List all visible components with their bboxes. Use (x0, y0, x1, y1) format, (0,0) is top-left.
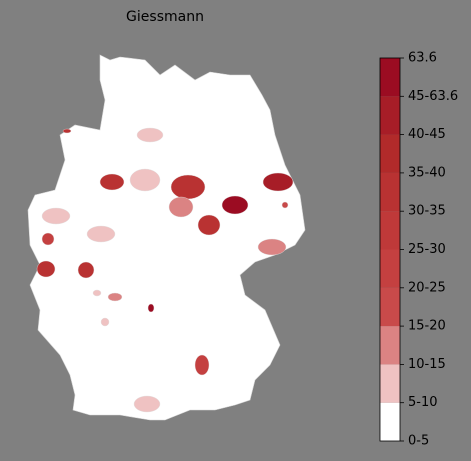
region (262, 172, 294, 192)
region (62, 128, 72, 134)
region (41, 232, 55, 246)
region (168, 196, 194, 218)
region (41, 207, 71, 225)
colorbar-tick-label: 5-10 (408, 395, 438, 410)
regions (36, 127, 294, 413)
colorbar-segment (380, 326, 400, 365)
colorbar-tick-label: 63.6 (408, 51, 437, 66)
colorbar-segment (380, 364, 400, 403)
region (281, 201, 289, 209)
colorbar-tick-label: 45-63.6 (408, 89, 458, 104)
region (170, 174, 206, 200)
region (99, 173, 125, 191)
region (77, 261, 95, 279)
colorbar-tick-label: 25-30 (408, 242, 446, 257)
region (221, 195, 249, 215)
colorbar-segment (380, 287, 400, 327)
colorbar-segment (380, 402, 400, 441)
region (136, 127, 164, 143)
colorbar-segment (380, 96, 400, 135)
region (107, 292, 123, 302)
region (133, 395, 161, 413)
region (147, 303, 155, 313)
region (100, 317, 110, 327)
colorbar-tick-label: 40-45 (408, 127, 446, 142)
colorbar-segment (380, 249, 400, 288)
region (257, 238, 287, 256)
region (129, 168, 161, 192)
colorbar: 0-5 5-10 10-15 15-20 20-25 25-30 30-35 35-40 40-… (379, 51, 458, 449)
region (86, 225, 116, 243)
map-title: Giessmann (126, 9, 204, 25)
colorbar-tick-label: 10-15 (408, 357, 446, 372)
colorbar-segment (380, 58, 400, 97)
country-outline (27, 54, 306, 421)
region (194, 354, 210, 376)
region (197, 214, 221, 236)
region (36, 260, 56, 278)
germany-map (27, 54, 306, 421)
colorbar-segment (380, 211, 400, 250)
colorbar-tick-label: 15-20 (408, 319, 446, 334)
colorbar-tick-label: 0-5 (408, 434, 429, 449)
colorbar-tick-label: 30-35 (408, 204, 446, 219)
colorbar-segment (380, 134, 400, 173)
colorbar-tick-label: 35-40 (408, 165, 446, 180)
colorbar-segment (380, 172, 400, 212)
region (92, 289, 102, 297)
colorbar-tick-label: 20-25 (408, 280, 446, 295)
